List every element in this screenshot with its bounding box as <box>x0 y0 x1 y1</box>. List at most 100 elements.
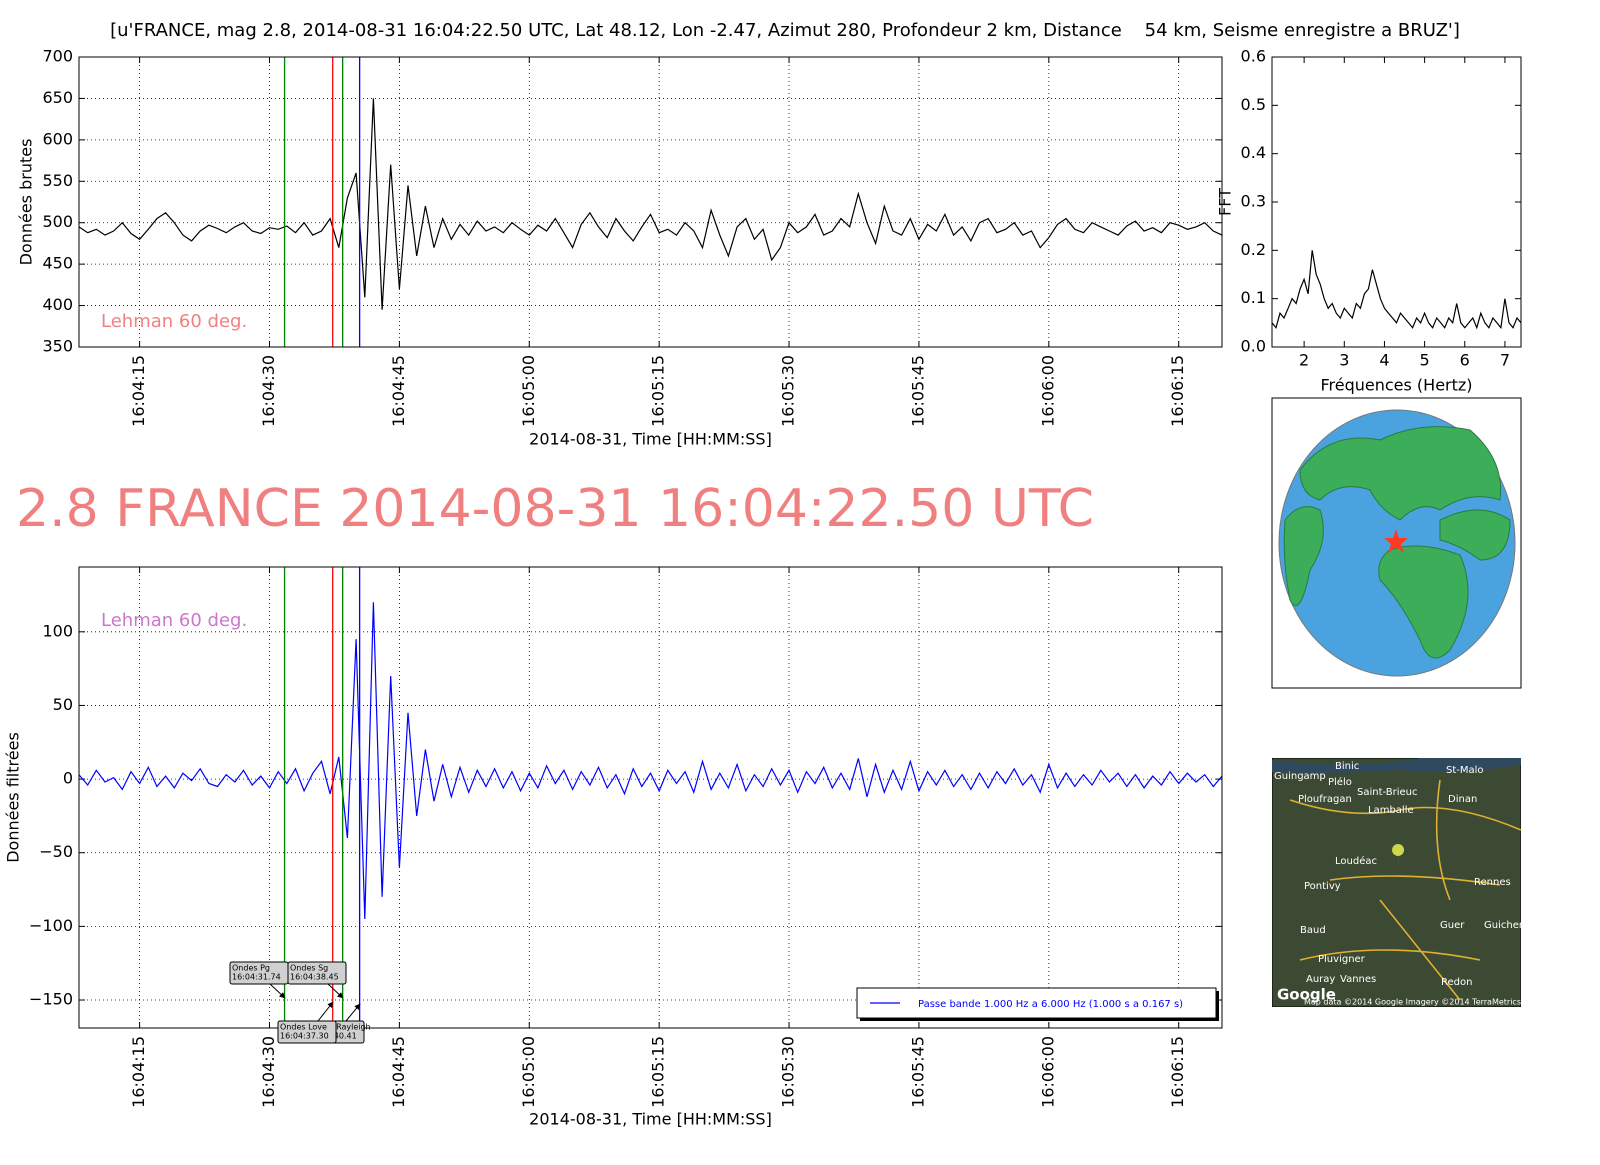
annotation-arrow <box>345 1003 361 1022</box>
y-tick-label: 0.4 <box>1241 143 1266 162</box>
y-tick-label: 0.1 <box>1241 288 1266 307</box>
annotation-arrow <box>327 983 344 999</box>
plot: 0.0 0.1 0.2 0.3 0.4 0.5 0.6 2 3 4 5 6 7 <box>1241 47 1522 370</box>
x-tick-label: 16:06:15 <box>1168 355 1187 427</box>
series-line <box>1271 250 1522 330</box>
y-tick-label: 700 <box>42 47 73 66</box>
annotation: Lehman 60 deg. <box>101 610 247 631</box>
map-label: Loudéac <box>1335 855 1377 867</box>
x-tick-label: 6 <box>1460 351 1470 370</box>
map-label: Guer <box>1440 920 1465 931</box>
chart-title: 2.8 FRANCE 2014-08-31 16:04:22.50 UTC <box>16 479 1094 539</box>
y-tick-label: 550 <box>42 171 73 190</box>
map-label: Saint-Brieuc <box>1357 787 1418 798</box>
legend-frame <box>856 987 1217 1019</box>
y-tick-label: 0.5 <box>1241 95 1266 114</box>
x-tick-label: 4 <box>1379 351 1389 370</box>
map-label: Vannes <box>1340 974 1376 985</box>
plot-background <box>79 567 1222 1028</box>
x-tick-label: 16:04:45 <box>389 355 408 427</box>
series-line <box>78 98 1223 310</box>
plot-frame <box>1271 56 1522 348</box>
annotation-box <box>277 1020 337 1044</box>
y-axis-label: Données filtrées <box>4 732 23 863</box>
plot-background <box>79 57 1222 347</box>
x-tick-label: 16:04:15 <box>129 355 148 427</box>
map-label: Lamballe <box>1368 805 1414 816</box>
map-label: Auray <box>1306 974 1335 985</box>
annotation-time: 16:04:37.30 <box>280 1032 329 1041</box>
map-label: Guichen <box>1484 920 1525 931</box>
y-tick-label: 50 <box>53 695 73 714</box>
annotation-box <box>287 961 347 985</box>
plot-frame <box>78 566 1223 1029</box>
x-tick-label: 16:05:00 <box>519 1036 538 1108</box>
globe <box>1271 397 1522 689</box>
y-tick-label: 0.3 <box>1241 192 1266 211</box>
x-tick-label: 3 <box>1339 351 1349 370</box>
y-axis-label: FFT <box>1216 188 1235 216</box>
annotation-time: 16:04:31.74 <box>232 973 281 982</box>
y-tick-label: 600 <box>42 129 73 148</box>
annotation-label: Ondes Sg <box>290 964 328 973</box>
map-label: Redon <box>1441 977 1472 988</box>
x-tick-label: 16:05:15 <box>649 1036 668 1108</box>
annotation-label: Ondes Love <box>280 1023 327 1032</box>
map-attribution: Map data ©2014 Google Imagery ©2014 Terr… <box>1304 998 1521 1007</box>
map-label: Rennes <box>1474 877 1511 888</box>
x-tick-label: 16:06:00 <box>1038 1036 1057 1108</box>
annotation-arrow <box>317 1001 334 1022</box>
plot-background <box>1272 57 1521 347</box>
y-tick-label: −100 <box>29 916 73 935</box>
annotation-arrow <box>269 983 286 999</box>
y-axis-label: Données brutes <box>17 139 36 266</box>
map-logo: Google <box>1277 986 1336 1004</box>
y-tick-label: 100 <box>42 621 73 640</box>
y-tick-label: 650 <box>42 88 73 107</box>
map-label: Guingamp <box>1274 771 1326 782</box>
map-label: Pontivy <box>1304 881 1341 892</box>
x-tick-label: 16:05:15 <box>649 355 668 427</box>
legend: Passe bande 1.000 Hz a 6.000 Hz (1.000 s… <box>856 987 1219 1021</box>
chart-title: [u'FRANCE, mag 2.8, 2014-08-31 16:04:22.… <box>110 20 1460 41</box>
y-tick-label: 0.6 <box>1241 47 1266 66</box>
series-line <box>78 602 1223 920</box>
plot: 350 400 450 500 550 600 650 700 16:04:15 16:04:30… <box>42 47 1223 427</box>
x-tick-label: 16:05:45 <box>908 355 927 427</box>
map-label: Binic <box>1335 761 1359 772</box>
map-label: Baud <box>1300 925 1326 936</box>
x-tick-label: 5 <box>1420 351 1430 370</box>
plot-frame <box>78 56 1223 348</box>
x-axis-label: Fréquences (Hertz) <box>1320 376 1472 395</box>
x-tick-label: 7 <box>1500 351 1510 370</box>
x-tick-label: 16:06:15 <box>1168 1036 1187 1108</box>
map-label: Ploufragan <box>1298 794 1352 805</box>
x-tick-label: 16:04:30 <box>259 355 278 427</box>
x-tick-label: 16:04:45 <box>389 1036 408 1108</box>
map-label: Plélo <box>1328 776 1352 788</box>
x-tick-label: 16:06:00 <box>1038 355 1057 427</box>
map-label: St-Malo <box>1446 765 1484 776</box>
annotation-label: Ondes Rayleigh <box>308 1023 371 1032</box>
plot: −150 −100 −50 0 50 100 16:04:15 16:04:30 16:04:4… <box>29 566 1223 1108</box>
y-tick-label: −50 <box>39 842 73 861</box>
y-tick-label: 400 <box>42 295 73 314</box>
x-tick-label: 2 <box>1299 351 1309 370</box>
map-label: Dinan <box>1448 794 1477 805</box>
x-tick-label: 16:05:45 <box>908 1036 927 1108</box>
x-axis-label: 2014-08-31, Time [HH:MM:SS] <box>529 430 772 449</box>
x-tick-label: 16:05:30 <box>779 355 798 427</box>
x-tick-label: 16:05:00 <box>519 355 538 427</box>
y-tick-label: 450 <box>42 254 73 273</box>
annotation: Lehman 60 deg. <box>101 311 247 332</box>
x-axis-label: 2014-08-31, Time [HH:MM:SS] <box>529 1110 772 1129</box>
x-tick-label: 16:04:30 <box>259 1036 278 1108</box>
y-tick-label: 0 <box>63 769 73 788</box>
annotation-label: Ondes Pg <box>232 964 270 973</box>
y-tick-label: 350 <box>42 337 73 356</box>
annotation-time: 16:04:38.45 <box>290 973 339 982</box>
